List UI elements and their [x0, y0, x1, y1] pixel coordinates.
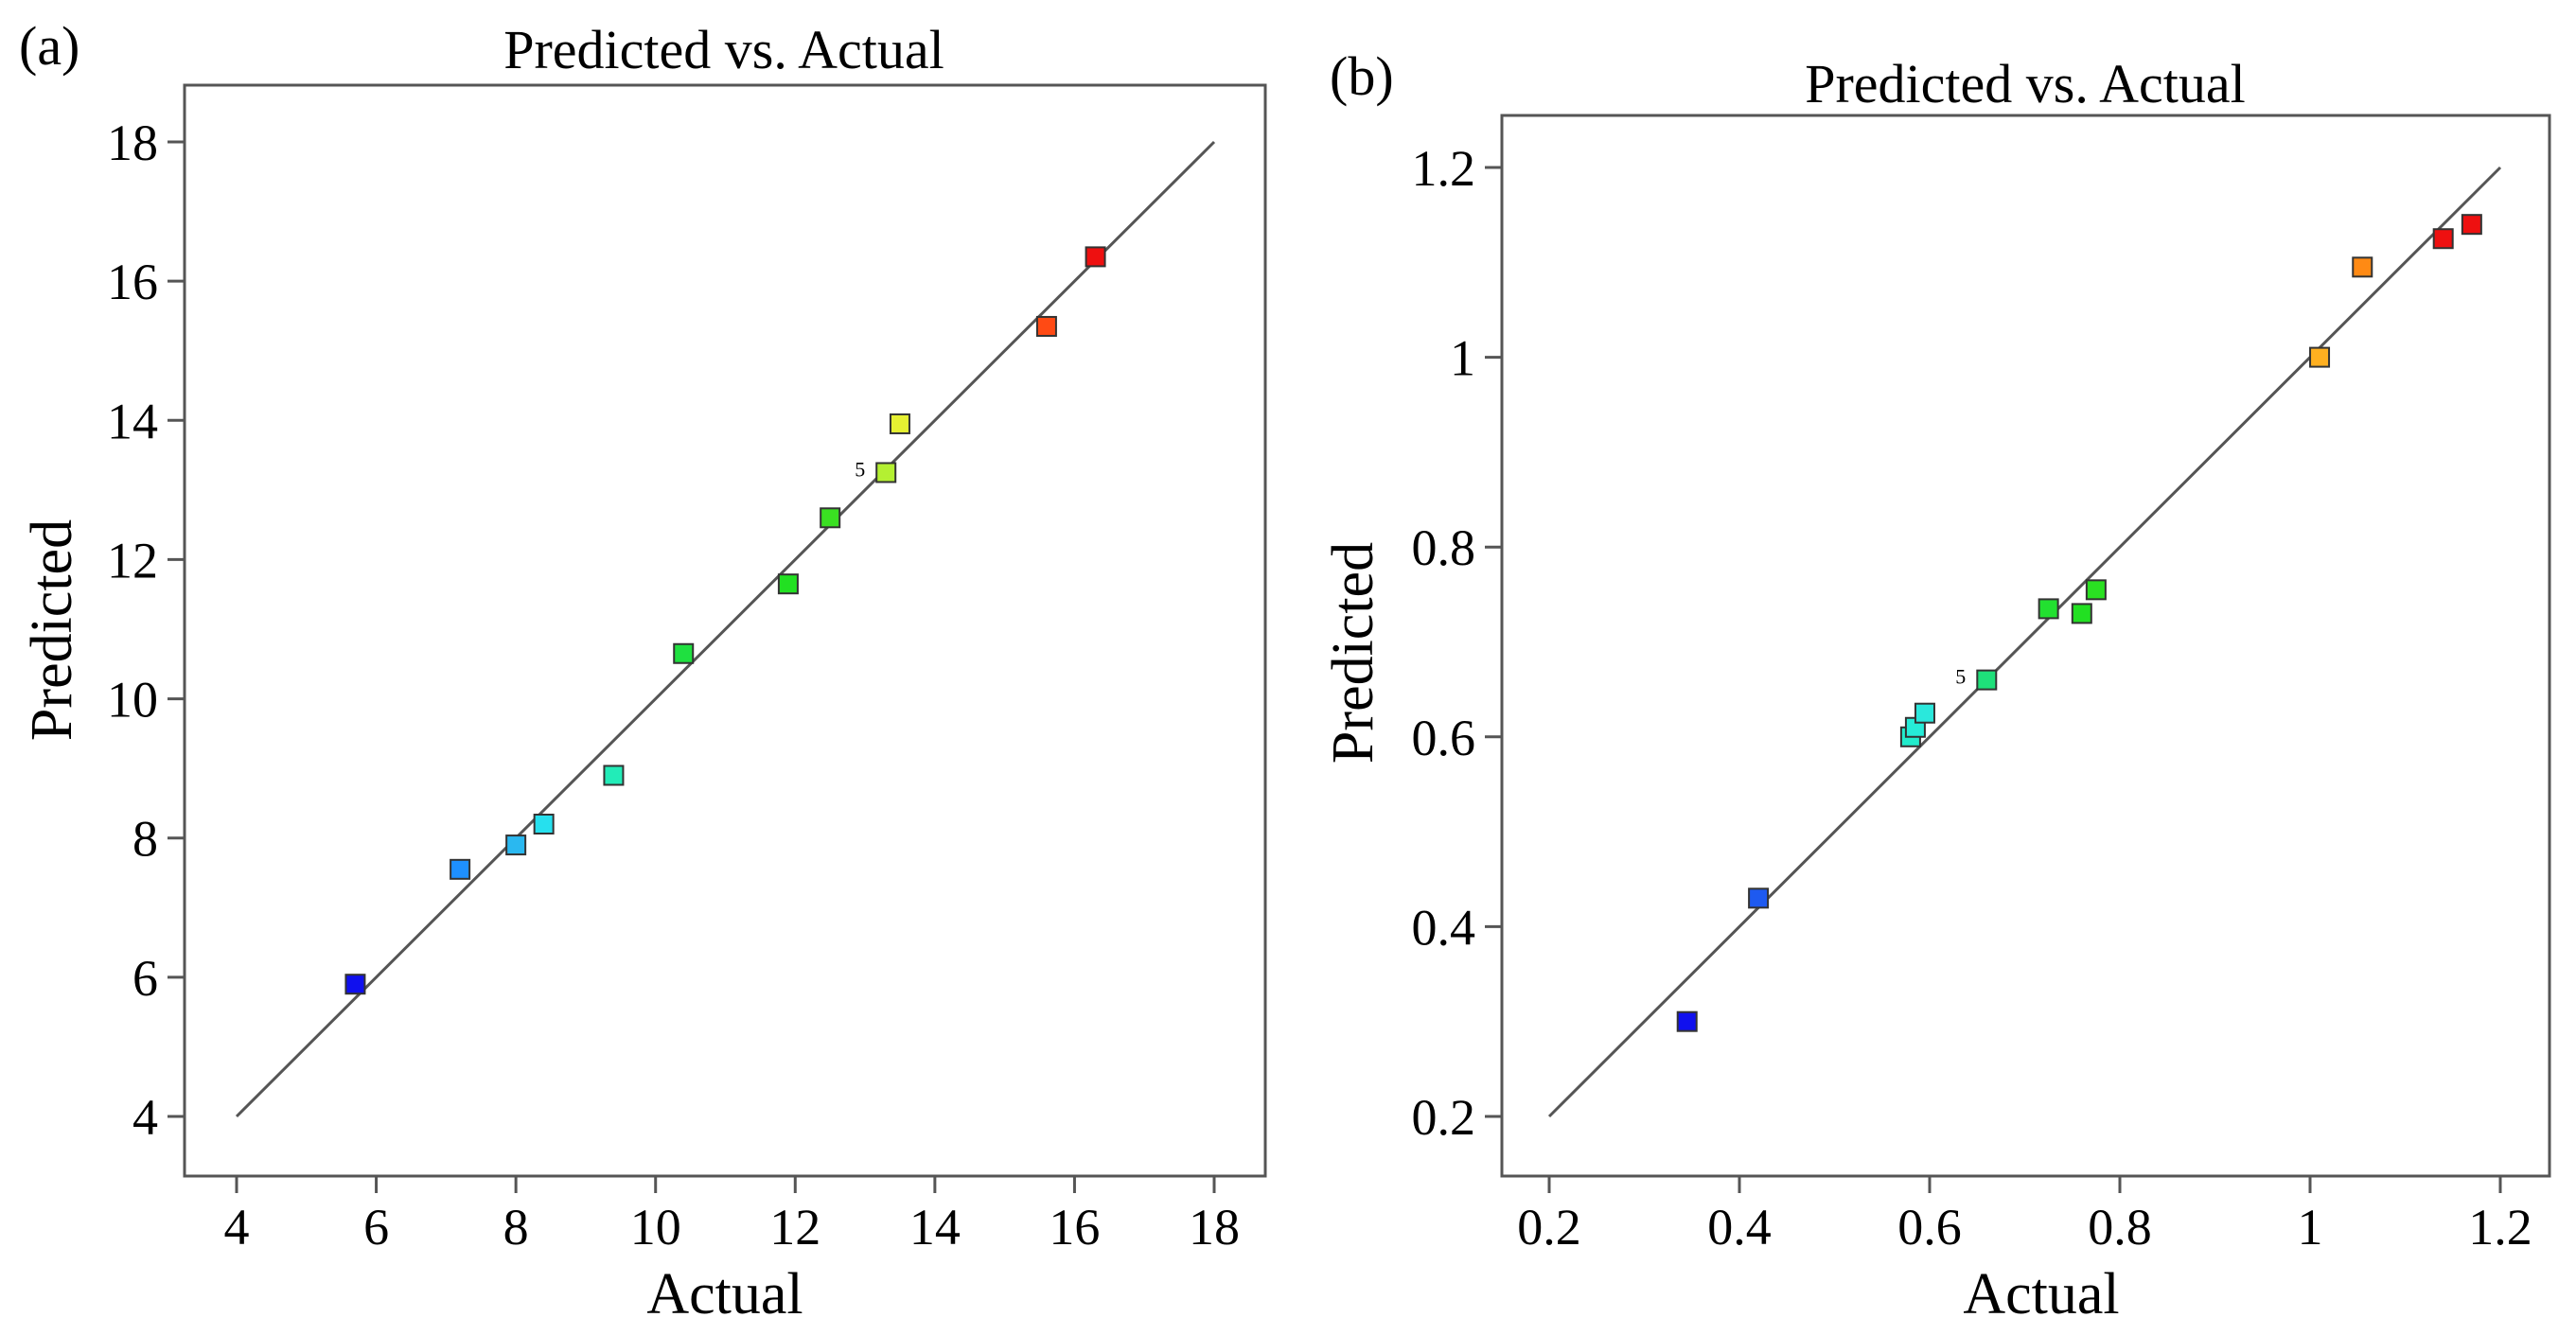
panel-a-x-tick-label: 16: [1049, 1199, 1100, 1256]
panel-b-x-axis: 0.2 0.4 0.6 0.8 1 1.2: [1517, 1176, 2532, 1256]
panel-a-data-point: [875, 462, 897, 483]
panel-b-y-tick-label: 1: [1450, 330, 1475, 387]
panel-a-x-tick-label: 12: [769, 1199, 820, 1256]
panel-b-data-point: [2071, 603, 2092, 624]
panel-a-x-axis-label: Actual: [646, 1262, 803, 1326]
panel-b-label: (b): [1330, 45, 1394, 107]
panel-b-x-tick-label: 1.2: [2468, 1199, 2532, 1256]
panel-a-x-tick-label: 6: [363, 1199, 389, 1256]
panel-a-reference-line: [235, 140, 1216, 1118]
panel-b-data-point: [1976, 669, 1998, 691]
panel-a-data-point: [450, 858, 471, 880]
panel-a-point-annotation: 5: [855, 457, 865, 481]
panel-a-x-axis: 4 6 8 10 12 14 16 18: [224, 1176, 1240, 1256]
panel-b-x-tick-label: 0.6: [1897, 1199, 1962, 1256]
panel-b-x-tick-label: 1: [2298, 1199, 2323, 1256]
panel-b-y-tick-label: 1.2: [1412, 140, 1476, 197]
panel-a-label: (a): [19, 15, 79, 77]
panel-b-data-point: [2038, 598, 2059, 620]
panel-a-x-tick-label: 18: [1189, 1199, 1240, 1256]
panel-b-y-tick-label: 0.6: [1412, 710, 1476, 766]
panel-a-x-tick-label: 4: [224, 1199, 250, 1256]
panel-a-title: Predicted vs. Actual: [503, 19, 944, 80]
panel-b-data-point: [2461, 214, 2482, 236]
panel-b-title: Predicted vs. Actual: [1805, 53, 2246, 114]
panel-a-x-tick-label: 14: [909, 1199, 961, 1256]
panel-a-data-point: [777, 573, 799, 595]
panel-a-y-tick-label: 10: [107, 672, 158, 729]
panel-a-y-tick-label: 8: [132, 811, 158, 868]
panel-b-data-point: [2309, 346, 2331, 368]
panel-a-data-point: [533, 814, 555, 834]
panel-a-data-point: [1085, 246, 1106, 268]
panel-a-data-point: [673, 642, 695, 664]
panel-a-data-point: [1035, 315, 1057, 337]
panel-b-x-tick-label: 0.4: [1707, 1199, 1772, 1256]
panel-a-y-tick-label: 16: [107, 254, 158, 310]
panel-a-y-axis-label: Predicted: [20, 519, 84, 741]
panel-b-data-point: [1748, 887, 1770, 909]
panel-a-y-tick-label: 12: [107, 532, 158, 588]
panel-b-x-tick-label: 0.8: [2088, 1199, 2152, 1256]
panel-a-y-tick-label: 4: [132, 1089, 158, 1146]
panel-b-x-tick-label: 0.2: [1517, 1199, 1581, 1256]
panel-b-data-point: [1676, 1010, 1698, 1032]
panel-a-y-tick-label: 6: [132, 950, 158, 1007]
panel-b-y-axis: 0.2 0.4 0.6 0.8 1 1.2: [1412, 140, 1502, 1146]
panel-a-data-point: [344, 974, 366, 995]
panel-b-data-point: [2352, 256, 2373, 278]
panel-a-data-point: [505, 834, 527, 856]
panel-a-x-tick-label: 10: [630, 1199, 681, 1256]
panel-b-reference-line: [1547, 166, 2502, 1118]
panel-b-data-point: [2432, 228, 2454, 250]
panel-b-y-tick-label: 0.8: [1412, 519, 1476, 576]
panel-b-points: [1676, 214, 2482, 1032]
panel-b-x-axis-label: Actual: [1963, 1262, 2119, 1326]
panel-b: (b) Predicted vs. Actual 0.2 0.4 0.6 0.8 1 1.…: [1321, 45, 2551, 1326]
panel-a-plot-frame: [183, 83, 1267, 1178]
panel-b-data-point: [2085, 579, 2107, 601]
panel-b-y-tick-label: 0.2: [1412, 1089, 1476, 1146]
panel-b-data-point: [1914, 702, 1935, 724]
panel-b-y-tick-label: 0.4: [1412, 899, 1476, 956]
panel-a-y-tick-label: 18: [107, 114, 158, 171]
panel-a-y-axis: 4 6 8 10 12 14 16 18: [107, 114, 185, 1146]
panel-b-plot-frame: [1500, 114, 2551, 1178]
panel-b-point-annotation: 5: [1955, 665, 1966, 689]
panel-a-y-tick-label: 14: [107, 393, 158, 449]
panel-a: (a) Predicted vs. Actual 4 6 8 10 12 14 16 18 4…: [19, 15, 1267, 1326]
panel-a-points: [344, 246, 1106, 995]
panel-a-data-point: [889, 413, 910, 434]
panel-a-data-point: [820, 507, 841, 529]
panel-a-data-point: [603, 764, 625, 786]
panel-b-y-axis-label: Predicted: [1321, 542, 1385, 764]
panel-a-x-tick-label: 8: [503, 1199, 529, 1256]
